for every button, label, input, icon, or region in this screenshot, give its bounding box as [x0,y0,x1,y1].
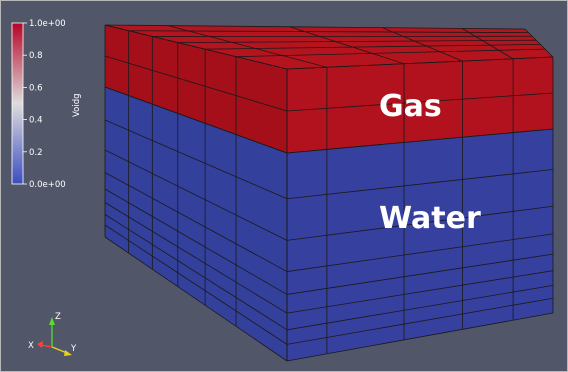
water-front-face [287,129,553,361]
gas-label: Gas [379,89,442,124]
colorbar-tick-label: 0.8 [29,51,43,61]
colorbar-tick-label: 1.0e+00 [29,19,66,29]
colorbar-tick-label: 0.4 [29,116,43,126]
gas-left-face [105,25,287,153]
z-axis-cone [49,317,55,325]
orientation-axes: Z X Y [28,312,77,356]
z-axis-label: Z [55,312,61,322]
colorbar-tick-label: 0.0e+00 [29,180,66,190]
gas-front-face [287,57,553,153]
x-axis-cone [37,341,43,348]
water-label: Water [379,201,481,236]
colorbar-tick-label: 0.2 [29,148,43,158]
y-axis-line [51,346,68,354]
colorbar-gradient [11,22,24,185]
color-legend[interactable]: 1.0e+00 0.8 0.6 0.4 0.2 0.0e+00 Voidg [11,19,82,190]
mesh-block[interactable] [105,25,553,361]
colorbar-ticks: 1.0e+00 0.8 0.6 0.4 0.2 0.0e+00 [23,19,66,190]
colorbar-tick-label: 0.6 [29,83,43,93]
y-axis-label: Y [70,344,77,354]
water-left-face [105,87,287,361]
x-axis-line [40,344,53,348]
mesh-grid-lines [104,24,554,362]
y-axis-cone [64,350,72,356]
colorbar-title: Voidg [72,93,82,117]
x-axis-label: X [28,341,34,351]
